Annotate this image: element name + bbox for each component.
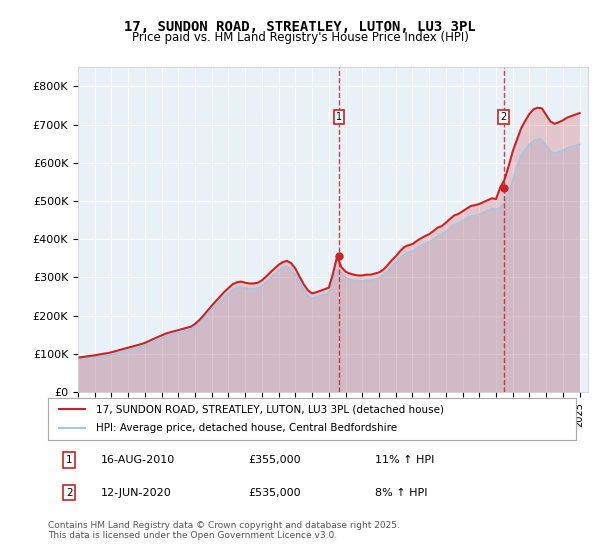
Text: HPI: Average price, detached house, Central Bedfordshire: HPI: Average price, detached house, Cent… [95,423,397,433]
Text: 1: 1 [66,455,73,465]
Text: 17, SUNDON ROAD, STREATLEY, LUTON, LU3 3PL (detached house): 17, SUNDON ROAD, STREATLEY, LUTON, LU3 3… [95,404,443,414]
Text: Price paid vs. HM Land Registry's House Price Index (HPI): Price paid vs. HM Land Registry's House … [131,31,469,44]
Text: 2: 2 [500,112,506,122]
Text: 16-AUG-2010: 16-AUG-2010 [101,455,175,465]
Text: 1: 1 [336,112,342,122]
Text: 8% ↑ HPI: 8% ↑ HPI [376,488,428,498]
Text: Contains HM Land Registry data © Crown copyright and database right 2025.
This d: Contains HM Land Registry data © Crown c… [48,521,400,540]
Text: 17, SUNDON ROAD, STREATLEY, LUTON, LU3 3PL: 17, SUNDON ROAD, STREATLEY, LUTON, LU3 3… [124,20,476,34]
Text: 12-JUN-2020: 12-JUN-2020 [101,488,172,498]
Text: £535,000: £535,000 [248,488,301,498]
Text: 11% ↑ HPI: 11% ↑ HPI [376,455,435,465]
Text: £355,000: £355,000 [248,455,301,465]
Text: 2: 2 [66,488,73,498]
